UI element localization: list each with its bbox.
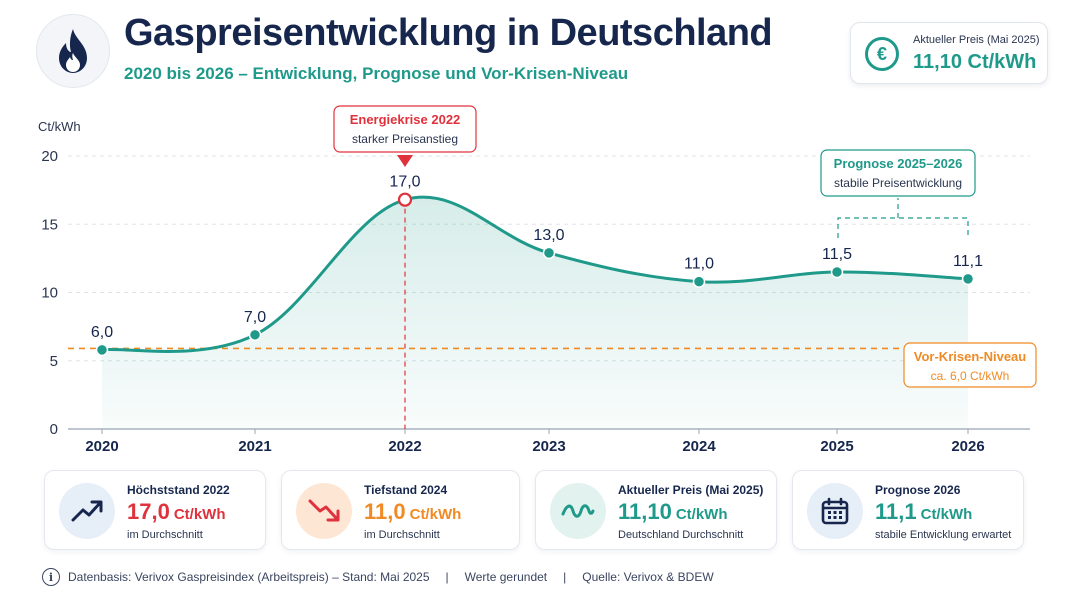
data-label: 11,1	[953, 253, 983, 270]
kpi-title: Aktueller Preis (Mai 2025)	[618, 483, 764, 497]
kpi-title: Prognose 2026	[875, 483, 961, 497]
data-point	[830, 265, 844, 279]
data-point	[95, 343, 109, 357]
euro-icon: €	[865, 37, 899, 71]
kpi-subtitle: im Durchschnitt	[364, 529, 440, 541]
y-tick-label: 15	[41, 216, 58, 233]
crisis-arrow-icon	[397, 155, 413, 167]
x-tick-label: 2020	[85, 438, 118, 455]
kpi-value: 17,0 Ct/kWh	[127, 499, 226, 524]
kpi-value: 11,1 Ct/kWh	[875, 499, 973, 524]
footer-rounding: Werte gerundet	[464, 570, 548, 584]
footer-source-basis: Datenbasis: Verivox Gaspreisindex (Arbei…	[68, 570, 430, 584]
trend-up-icon	[59, 483, 115, 539]
kpi-card-low: Tiefstand 2024 11,0 Ct/kWh im Durchschnit…	[281, 470, 520, 550]
logo	[36, 14, 110, 88]
data-label: 17,0	[389, 174, 420, 191]
kpi-card-forecast: Prognose 2026 11,1 Ct/kWh stabile Entwick…	[792, 470, 1024, 550]
footer-source: Quelle: Verivox & BDEW	[582, 570, 714, 584]
y-tick-label: 5	[50, 353, 58, 370]
reference-label-title: Vor-Krisen-Niveau	[914, 349, 1027, 364]
kpi-card-peak: Höchststand 2022 17,0 Ct/kWh im Durchschn…	[44, 470, 266, 550]
data-point-highlight	[397, 192, 413, 207]
trend-down-icon	[296, 483, 352, 539]
x-tick-label: 2022	[388, 438, 421, 455]
forecast-annotation-text: stabile Preisentwicklung	[834, 176, 962, 190]
y-tick-label: 0	[50, 421, 58, 438]
footer-separator: |	[563, 570, 567, 584]
y-axis-label: Ct/kWh	[38, 119, 81, 134]
reference-label-value: ca. 6,0 Ct/kWh	[931, 369, 1010, 383]
y-tick-label: 10	[41, 285, 58, 302]
data-label: 6,0	[91, 324, 113, 341]
forecast-annotation-title: Prognose 2025–2026	[834, 156, 963, 171]
x-tick-label: 2024	[682, 438, 716, 455]
kpi-card-current: Aktueller Preis (Mai 2025) 11,10 Ct/kWh D…	[535, 470, 777, 550]
data-label: 13,0	[533, 227, 564, 244]
data-label: 11,5	[822, 246, 852, 263]
x-tick-label: 2026	[951, 438, 984, 455]
data-point	[961, 272, 975, 286]
kpi-subtitle: stabile Entwicklung erwartet	[875, 529, 1012, 541]
forecast-annotation: Prognose 2025–2026 stabile Preisentwickl…	[820, 149, 976, 238]
crisis-annotation-text: starker Preisanstieg	[352, 132, 458, 146]
kpi-title: Höchststand 2022	[127, 483, 230, 497]
crisis-annotation-title: Energiekrise 2022	[350, 112, 461, 127]
page-subtitle: 2020 bis 2026 – Entwicklung, Prognose un…	[124, 64, 629, 83]
data-label: 11,0	[684, 256, 714, 273]
kpi-title: Tiefstand 2024	[364, 483, 448, 497]
footer-separator: |	[445, 570, 449, 584]
kpi-subtitle: im Durchschnitt	[127, 529, 203, 541]
page-title: Gaspreisentwicklung in Deutschland	[124, 12, 773, 54]
x-tick-label: 2021	[238, 438, 271, 455]
x-tick-label: 2025	[820, 438, 853, 455]
data-point	[692, 275, 706, 288]
kpi-value: 11,10 Ct/kWh	[618, 499, 728, 524]
reference-annotation: Vor-Krisen-Niveau ca. 6,0 Ct/kWh	[903, 342, 1037, 388]
area-fill	[102, 197, 968, 429]
x-tick-label: 2023	[532, 438, 565, 455]
data-point	[542, 246, 556, 260]
kpi-subtitle: Deutschland Durchschnitt	[618, 529, 744, 541]
line-chart: Ct/kWh 0 5 10 15 20 2020 2021 2022 2023 2024 2025…	[38, 105, 1037, 455]
current-price-label: Aktueller Preis (Mai 2025)	[913, 34, 1040, 46]
current-price-card: € Aktueller Preis (Mai 2025) 11,10 Ct/kW…	[850, 22, 1048, 84]
wave-icon	[550, 483, 606, 539]
footer: i Datenbasis: Verivox Gaspreisindex (Arb…	[42, 568, 714, 586]
forecast-bracket	[837, 198, 969, 238]
y-tick-label: 20	[41, 148, 58, 165]
data-label: 7,0	[244, 309, 266, 326]
current-price-value: 11,10 Ct/kWh	[913, 51, 1037, 73]
calendar-icon	[807, 483, 863, 539]
info-icon: i	[42, 568, 60, 586]
crisis-annotation: Energiekrise 2022 starker Preisanstieg	[333, 105, 477, 167]
kpi-value: 11,0 Ct/kWh	[364, 499, 462, 524]
flame-icon	[59, 29, 87, 73]
data-point	[248, 328, 262, 342]
